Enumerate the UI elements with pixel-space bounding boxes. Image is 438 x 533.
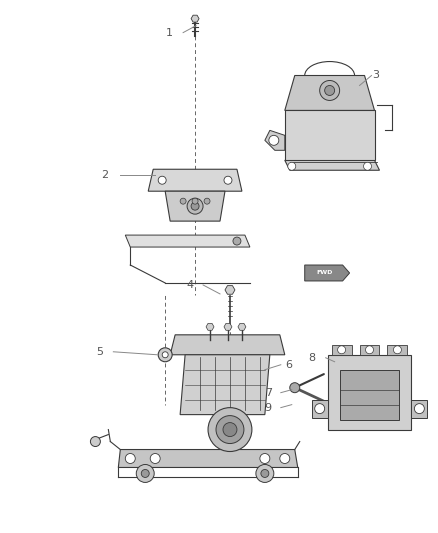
Text: 5: 5 <box>96 347 103 357</box>
Circle shape <box>233 237 241 245</box>
Circle shape <box>364 162 371 170</box>
Polygon shape <box>328 355 411 430</box>
Polygon shape <box>360 345 379 355</box>
Circle shape <box>158 348 172 362</box>
Circle shape <box>90 437 100 447</box>
Polygon shape <box>332 345 352 355</box>
Circle shape <box>280 454 290 464</box>
Text: 4: 4 <box>186 280 193 290</box>
Circle shape <box>191 202 199 210</box>
Polygon shape <box>265 131 285 150</box>
Text: 9: 9 <box>265 402 272 413</box>
Circle shape <box>136 464 154 482</box>
Circle shape <box>414 403 424 414</box>
Polygon shape <box>206 324 214 330</box>
Polygon shape <box>305 265 350 281</box>
Circle shape <box>208 408 252 451</box>
Circle shape <box>366 346 374 354</box>
Circle shape <box>320 80 339 100</box>
Circle shape <box>288 162 296 170</box>
Polygon shape <box>285 76 374 110</box>
Circle shape <box>269 135 279 146</box>
Circle shape <box>393 346 401 354</box>
Circle shape <box>125 454 135 464</box>
Polygon shape <box>312 400 328 417</box>
Polygon shape <box>411 400 427 417</box>
Polygon shape <box>224 324 232 330</box>
Circle shape <box>141 470 149 478</box>
Polygon shape <box>165 191 225 221</box>
Text: 8: 8 <box>308 353 316 363</box>
Circle shape <box>204 198 210 204</box>
Circle shape <box>290 383 300 393</box>
Polygon shape <box>125 235 250 247</box>
Text: 1: 1 <box>166 28 173 38</box>
Circle shape <box>256 464 274 482</box>
Circle shape <box>338 346 346 354</box>
Circle shape <box>260 454 270 464</box>
Circle shape <box>180 198 186 204</box>
Polygon shape <box>225 286 235 294</box>
Polygon shape <box>339 370 399 419</box>
Circle shape <box>216 416 244 443</box>
Circle shape <box>158 176 166 184</box>
Circle shape <box>192 198 198 204</box>
Polygon shape <box>148 169 242 191</box>
Text: FWD: FWD <box>317 270 333 276</box>
Circle shape <box>162 352 168 358</box>
Text: 7: 7 <box>265 387 272 398</box>
Circle shape <box>261 470 269 478</box>
Circle shape <box>150 454 160 464</box>
Polygon shape <box>180 355 270 415</box>
Circle shape <box>314 403 325 414</box>
Polygon shape <box>388 345 407 355</box>
Polygon shape <box>238 324 246 330</box>
Polygon shape <box>191 15 199 22</box>
Circle shape <box>325 85 335 95</box>
Polygon shape <box>285 160 379 170</box>
Polygon shape <box>118 449 298 467</box>
Text: 2: 2 <box>101 170 108 180</box>
Polygon shape <box>285 110 374 160</box>
Text: 3: 3 <box>372 70 379 80</box>
Circle shape <box>223 423 237 437</box>
Text: 6: 6 <box>285 360 292 370</box>
Circle shape <box>187 198 203 214</box>
Polygon shape <box>170 335 285 355</box>
Circle shape <box>224 176 232 184</box>
